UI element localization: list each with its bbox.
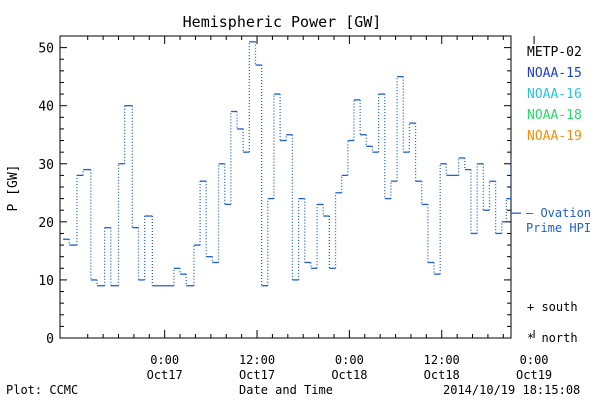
y-tick-label: 0: [46, 332, 54, 347]
legend-entry: NOAA-18: [527, 108, 582, 123]
ovation-label: — Ovation: [526, 206, 591, 220]
y-tick-label: 50: [38, 42, 54, 57]
x-axis: 0:00Oct1712:00Oct170:00Oct1812:00Oct180:…: [87, 36, 552, 382]
marker-legend-entry: * north: [527, 331, 578, 345]
y-tick-label: 20: [38, 216, 54, 231]
footer-timestamp: 2014/10/19 18:15:08: [443, 383, 580, 397]
chart-title: Hemispheric Power [GW]: [183, 13, 382, 31]
x-tick-label-date: Oct17: [147, 368, 183, 382]
x-tick-label-time: 0:00: [335, 353, 364, 367]
y-axis-label: P [GW]: [6, 165, 21, 212]
plot-frame: [59, 35, 512, 339]
x-tick-label-time: 12:00: [239, 353, 275, 367]
footer-plot-source: Plot: CCMC: [6, 383, 78, 397]
legend-entry: NOAA-19: [527, 129, 582, 144]
legend-entry: METP-02: [527, 45, 582, 60]
x-tick-label-date: Oct17: [239, 368, 275, 382]
x-tick-label-time: 0:00: [520, 353, 549, 367]
x-tick-label-date: Oct18: [331, 368, 367, 382]
ovation-label: Prime HPI: [526, 221, 591, 235]
y-axis: 0 10 20 30 40 50: [38, 42, 511, 347]
marker-legend: + south * north: [527, 300, 578, 345]
y-tick-label: 30: [38, 158, 54, 173]
marker-legend-entry: + south: [527, 300, 578, 314]
legend-entry: NOAA-15: [527, 66, 582, 81]
series-layer: [63, 41, 512, 287]
y-tick-label: 10: [38, 274, 54, 289]
x-tick-label-time: 12:00: [424, 353, 460, 367]
x-tick-label-date: Oct19: [516, 368, 552, 382]
legend: METP-02 NOAA-15 NOAA-16 NOAA-18 NOAA-19: [527, 45, 582, 144]
x-tick-label-time: 0:00: [150, 353, 179, 367]
y-tick-label: 40: [38, 100, 54, 115]
legend-entry: NOAA-16: [527, 87, 582, 102]
x-axis-label: Date and Time: [239, 383, 333, 397]
x-tick-label-date: Oct18: [424, 368, 460, 382]
